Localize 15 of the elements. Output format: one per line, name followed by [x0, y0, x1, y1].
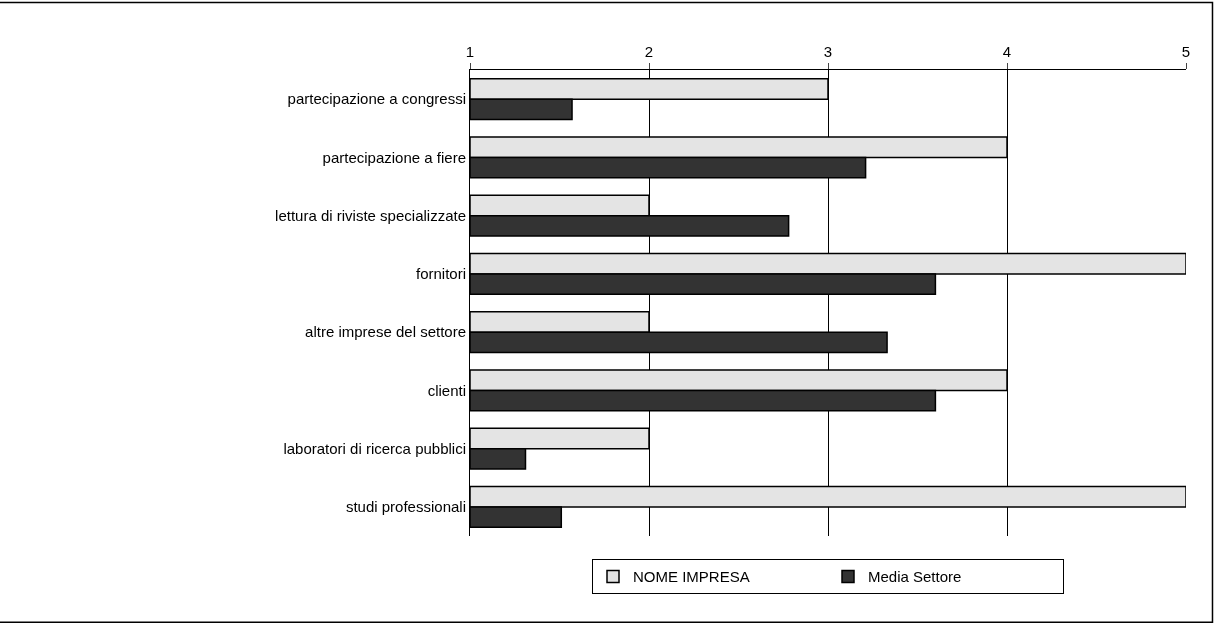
y-tick-label: lettura di riviste specializzate — [275, 206, 466, 224]
y-tick-label: fornitori — [415, 265, 466, 283]
y-tick-label: laboratori di ricerca pubblici — [283, 439, 466, 457]
y-tick-label: altre imprese del settore — [305, 323, 466, 341]
legend-label: NOME IMPRESA — [633, 568, 750, 586]
y-tick-label: partecipazione a fiere — [322, 148, 466, 166]
y-tick-label: clienti — [427, 381, 466, 399]
legend-label: Media Settore — [868, 568, 962, 586]
y-tick-label: partecipazione a congressi — [287, 90, 466, 108]
y-tick-label: studi professionali — [345, 498, 466, 516]
x-tick-label: 1 — [465, 43, 475, 60]
x-tick-label: 5 — [1181, 43, 1191, 60]
x-tick-label: 2 — [644, 43, 654, 60]
x-tick-label: 4 — [1002, 43, 1012, 60]
x-tick-label: 3 — [823, 43, 833, 60]
